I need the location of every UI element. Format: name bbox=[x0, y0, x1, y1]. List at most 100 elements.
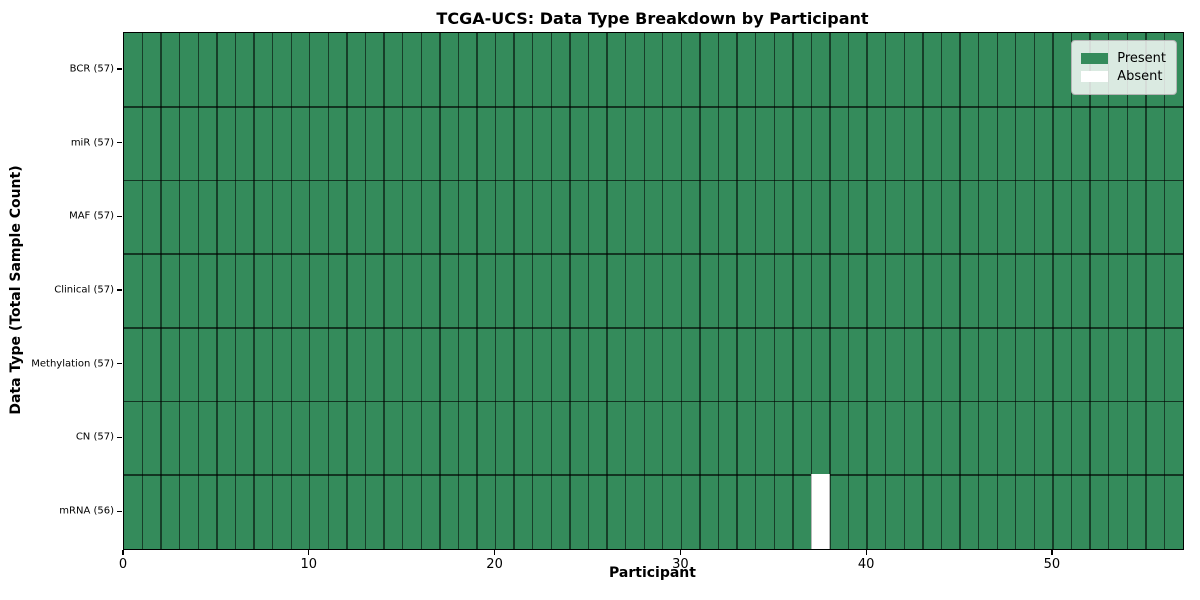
cell-gridline-vertical bbox=[364, 33, 367, 549]
cell-gridline-vertical bbox=[271, 33, 274, 549]
row-gridline-horizontal bbox=[124, 326, 1183, 329]
cell-gridline-vertical bbox=[959, 33, 961, 549]
y-tick-mark bbox=[116, 215, 122, 217]
cell-gridline-vertical bbox=[1070, 33, 1073, 549]
y-tick-mark bbox=[116, 363, 122, 365]
cell-gridline-vertical bbox=[903, 33, 905, 549]
x-tick-mark bbox=[493, 549, 496, 555]
cell-gridline-vertical bbox=[1145, 33, 1147, 549]
y-tick-mark bbox=[116, 436, 122, 439]
cell-gridline-vertical bbox=[1052, 33, 1054, 549]
cell-gridline-vertical bbox=[253, 33, 255, 549]
cell-gridline-vertical bbox=[1126, 33, 1128, 549]
legend: Present Absent bbox=[1071, 40, 1177, 95]
absent-swatch-icon bbox=[1081, 71, 1109, 82]
cell-gridline-vertical bbox=[606, 33, 608, 549]
row-gridline-horizontal bbox=[124, 400, 1183, 403]
cell-gridline-vertical bbox=[1107, 33, 1110, 549]
x-tick-label: 20 bbox=[486, 557, 503, 572]
cell-gridline-vertical bbox=[624, 33, 627, 549]
cell-gridline-vertical bbox=[1015, 33, 1017, 549]
cell-gridline-vertical bbox=[346, 33, 348, 549]
cell-gridline-vertical bbox=[569, 33, 571, 549]
cell-gridline-vertical bbox=[885, 33, 887, 549]
x-tick-label: 0 bbox=[118, 557, 128, 572]
cell-gridline-vertical bbox=[1089, 33, 1091, 549]
cell-gridline-vertical bbox=[494, 33, 497, 549]
row-gridline-horizontal bbox=[124, 179, 1183, 182]
cell-gridline-vertical bbox=[383, 33, 385, 549]
cell-gridline-vertical bbox=[736, 33, 738, 549]
cell-gridline-vertical bbox=[476, 33, 478, 549]
plot-area: Present Absent bbox=[123, 32, 1184, 550]
cell-gridline-vertical bbox=[290, 33, 292, 549]
y-tick-label: MAF (57) bbox=[69, 210, 114, 222]
cell-gridline-vertical bbox=[847, 33, 850, 549]
y-tick-label: CN (57) bbox=[75, 431, 114, 443]
chart-title: TCGA-UCS: Data Type Breakdown by Partici… bbox=[436, 9, 869, 28]
y-tick-mark bbox=[116, 68, 122, 70]
cell-gridline-vertical bbox=[327, 33, 330, 549]
cell-gridline-vertical bbox=[773, 33, 775, 549]
y-tick-label: miR (57) bbox=[70, 137, 114, 149]
x-tick-label: 30 bbox=[672, 557, 689, 572]
cell-gridline-vertical bbox=[550, 33, 552, 549]
y-tick-label: Clinical (57) bbox=[54, 284, 114, 296]
x-tick-mark bbox=[1051, 549, 1053, 555]
row-gridline-horizontal bbox=[124, 253, 1183, 256]
cell-gridline-vertical bbox=[216, 33, 218, 549]
cell-gridline-vertical bbox=[699, 33, 701, 549]
legend-entry-present: Present bbox=[1081, 51, 1166, 66]
cell-gridline-vertical bbox=[680, 33, 683, 549]
present-swatch-icon bbox=[1081, 53, 1109, 64]
cell-gridline-vertical bbox=[810, 33, 813, 549]
x-tick-label: 10 bbox=[300, 557, 318, 572]
cell-gridline-vertical bbox=[513, 33, 515, 549]
y-tick-mark bbox=[116, 141, 122, 144]
x-tick-label: 50 bbox=[1043, 557, 1061, 572]
cell-gridline-vertical bbox=[179, 33, 181, 549]
cell-gridline-vertical bbox=[922, 33, 924, 549]
cell-gridline-vertical bbox=[457, 33, 460, 549]
row-gridline-horizontal bbox=[124, 105, 1183, 108]
cell-gridline-vertical bbox=[792, 33, 794, 549]
x-tick-mark bbox=[679, 549, 682, 555]
x-tick-mark bbox=[308, 549, 310, 555]
cell-gridline-vertical bbox=[401, 33, 404, 549]
x-axis-label: Participant bbox=[609, 565, 696, 581]
cell-gridline-vertical bbox=[977, 33, 980, 549]
cell-gridline-vertical bbox=[234, 33, 237, 549]
cell-gridline-vertical bbox=[439, 33, 441, 549]
y-tick-mark bbox=[116, 510, 122, 512]
y-tick-label: mRNA (56) bbox=[59, 505, 114, 517]
row-gridline-horizontal bbox=[124, 474, 1183, 477]
legend-label-absent: Absent bbox=[1117, 69, 1163, 84]
cell-gridline-vertical bbox=[197, 33, 199, 549]
cell-gridline-vertical bbox=[532, 33, 534, 549]
cell-gridline-vertical bbox=[643, 33, 645, 549]
y-tick-mark bbox=[116, 289, 122, 291]
x-tick-label: 40 bbox=[857, 557, 875, 572]
cell-gridline-vertical bbox=[587, 33, 590, 549]
y-tick-label: BCR (57) bbox=[69, 63, 114, 75]
cell-gridline-vertical bbox=[420, 33, 422, 549]
cell-gridline-vertical bbox=[829, 33, 831, 549]
cell-gridline-vertical bbox=[1033, 33, 1036, 549]
cell-gridline-vertical bbox=[662, 33, 664, 549]
x-tick-mark bbox=[122, 549, 124, 555]
cell-gridline-vertical bbox=[940, 33, 943, 549]
absent-cell bbox=[811, 474, 830, 549]
cell-gridline-vertical bbox=[141, 33, 144, 549]
legend-entry-absent: Absent bbox=[1081, 69, 1166, 84]
cell-gridline-vertical bbox=[309, 33, 311, 549]
cell-gridline-vertical bbox=[996, 33, 998, 549]
y-tick-label: Methylation (57) bbox=[31, 358, 114, 370]
legend-label-present: Present bbox=[1117, 51, 1166, 66]
cell-gridline-vertical bbox=[866, 33, 868, 549]
cell-gridline-vertical bbox=[1163, 33, 1166, 549]
cell-gridline-vertical bbox=[754, 33, 757, 549]
cell-gridline-vertical bbox=[717, 33, 720, 549]
x-tick-mark bbox=[865, 549, 867, 555]
cell-gridline-vertical bbox=[160, 33, 162, 549]
